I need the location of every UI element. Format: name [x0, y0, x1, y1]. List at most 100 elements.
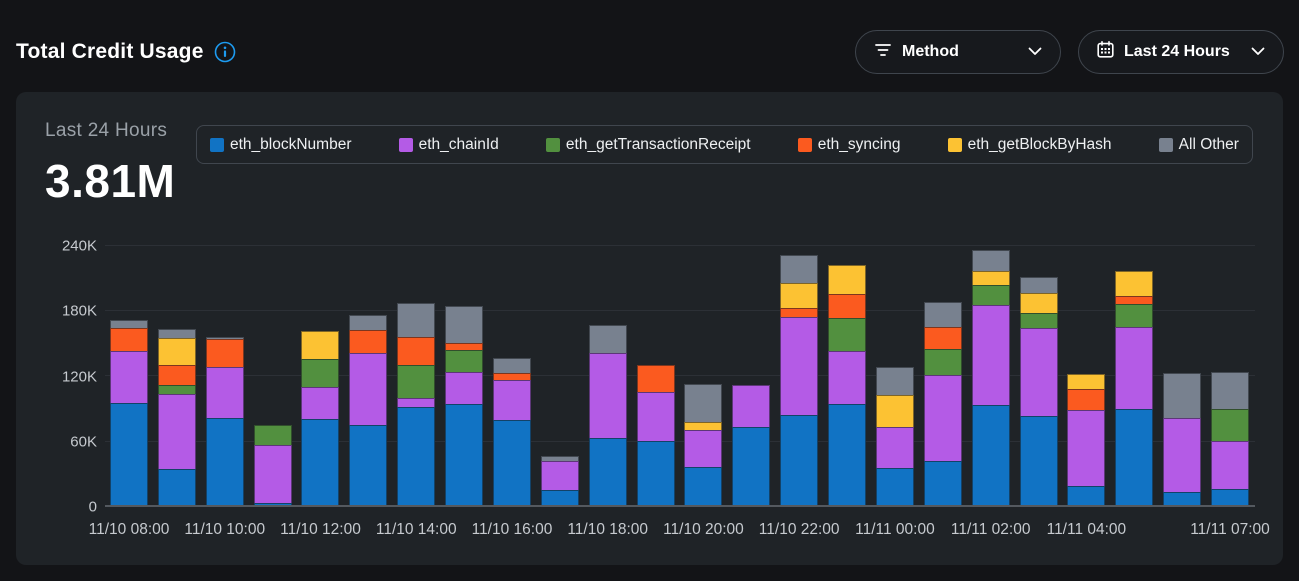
bar-segment-eth_blockNumber	[1115, 409, 1153, 507]
bar-11-10-20-00[interactable]	[684, 384, 722, 507]
bar-segment-eth_getTransactionReceipt	[1115, 304, 1153, 327]
bar-segment-eth_blockNumber	[876, 468, 914, 507]
bar-11-11-07-00[interactable]	[1211, 372, 1249, 507]
bar-segment-eth_chainId	[972, 305, 1010, 405]
bar-11-10-12-00[interactable]	[301, 331, 339, 507]
date-range-label: Last 24 Hours	[1124, 43, 1230, 60]
legend-item-eth_getTransactionReceipt[interactable]: eth_getTransactionReceipt	[545, 136, 751, 154]
gridline	[105, 441, 1255, 442]
legend-item-eth_syncing[interactable]: eth_syncing	[797, 135, 901, 154]
bar-segment-All Other	[493, 358, 531, 373]
bar-11-10-08-00[interactable]	[110, 320, 148, 507]
bar-segment-eth_getBlockByHash	[972, 271, 1010, 285]
gridline	[105, 375, 1255, 376]
method-filter-dropdown[interactable]: Method	[855, 30, 1061, 74]
bar-segment-eth_blockNumber	[541, 490, 579, 507]
bar-11-10-23-00[interactable]	[828, 265, 866, 507]
bar-11-10-22-00[interactable]	[780, 255, 818, 507]
bar-segment-eth_chainId	[254, 445, 292, 503]
y-tick-label: 0	[88, 498, 97, 516]
bar-segment-eth_blockNumber	[1163, 492, 1201, 507]
bar-segment-eth_blockNumber	[780, 415, 818, 507]
legend-item-eth_chainId[interactable]: eth_chainId	[398, 136, 499, 154]
bar-segment-eth_getBlockByHash	[1020, 293, 1058, 313]
bar-segment-All Other	[780, 255, 818, 283]
bar-11-10-11-00[interactable]	[254, 425, 292, 507]
x-tick-label: 11/10 16:00	[471, 521, 553, 538]
bar-segment-eth_blockNumber	[924, 461, 962, 507]
bar-11-10-09-00[interactable]	[158, 329, 196, 507]
date-range-dropdown[interactable]: Last 24 Hours	[1078, 30, 1284, 74]
bar-segment-eth_syncing	[924, 327, 962, 349]
bar-segment-eth_syncing	[349, 330, 387, 353]
bar-segment-eth_blockNumber	[1211, 489, 1249, 507]
bar-segment-eth_chainId	[110, 351, 148, 403]
bar-11-10-14-00[interactable]	[397, 303, 435, 507]
bar-segment-eth_syncing	[110, 328, 148, 351]
bar-segment-eth_chainId	[876, 427, 914, 468]
bar-segment-All Other	[445, 306, 483, 343]
legend-swatch	[398, 137, 413, 152]
bar-segment-eth_getTransactionReceipt	[301, 359, 339, 387]
x-tick-label: 11/10 18:00	[567, 521, 649, 538]
bar-segment-eth_chainId	[493, 380, 531, 420]
bar-segment-eth_syncing	[780, 308, 818, 317]
bar-11-10-17-00[interactable]	[541, 456, 579, 507]
legend-swatch	[797, 137, 812, 152]
info-icon[interactable]	[214, 41, 236, 63]
bar-11-11-02-00[interactable]	[972, 250, 1010, 507]
bar-segment-eth_blockNumber	[493, 420, 531, 507]
bar-segment-eth_getBlockByHash	[828, 265, 866, 294]
bar-11-10-15-00[interactable]	[445, 306, 483, 507]
bar-11-10-13-00[interactable]	[349, 315, 387, 507]
bar-segment-eth_syncing	[158, 365, 196, 385]
bar-segment-eth_getTransactionReceipt	[445, 350, 483, 372]
x-tick-label: 11/11 04:00	[1046, 521, 1127, 538]
bar-segment-All Other	[349, 315, 387, 330]
bar-segment-All Other	[541, 456, 579, 461]
bar-11-11-05-00[interactable]	[1115, 271, 1153, 507]
bar-segment-eth_chainId	[1163, 418, 1201, 492]
bar-11-10-21-00[interactable]	[732, 385, 770, 507]
bar-segment-eth_blockNumber	[732, 427, 770, 507]
legend-label: eth_syncing	[817, 135, 901, 153]
legend-item-eth_getBlockByHash[interactable]: eth_getBlockByHash	[947, 136, 1112, 154]
bar-segment-eth_chainId	[541, 461, 579, 490]
bar-segment-eth_chainId	[1115, 327, 1153, 409]
bar-11-10-10-00[interactable]	[206, 337, 244, 507]
bar-segment-eth_chainId	[1067, 410, 1105, 486]
bar-segment-eth_chainId	[589, 353, 627, 438]
x-tick-label: 11/10 22:00	[758, 521, 840, 538]
bar-segment-eth_getBlockByHash	[780, 283, 818, 308]
usage-summary: Last 24 Hours 3.81M	[45, 120, 175, 208]
legend-item-All Other[interactable]: All Other	[1158, 136, 1239, 154]
legend-item-eth_blockNumber[interactable]: eth_blockNumber	[210, 136, 351, 154]
x-tick-label: 11/10 10:00	[184, 521, 266, 538]
bar-segment-eth_getTransactionReceipt	[158, 385, 196, 394]
bar-segment-eth_syncing	[1115, 296, 1153, 304]
bar-segment-eth_chainId	[684, 430, 722, 467]
bar-segment-eth_blockNumber	[972, 405, 1010, 507]
x-axis-baseline	[105, 505, 1255, 507]
bar-segment-eth_blockNumber	[589, 438, 627, 507]
bar-11-11-06-00[interactable]	[1163, 373, 1201, 507]
bar-segment-eth_blockNumber	[637, 441, 675, 507]
bar-segment-All Other	[110, 320, 148, 328]
bar-11-10-19-00[interactable]	[637, 365, 675, 507]
bar-11-11-04-00[interactable]	[1067, 374, 1105, 507]
bar-11-11-03-00[interactable]	[1020, 277, 1058, 507]
bar-segment-All Other	[876, 367, 914, 395]
x-tick-label: 11/11 02:00	[950, 521, 1031, 538]
bar-segment-eth_chainId	[780, 317, 818, 415]
bar-segment-eth_getTransactionReceipt	[1020, 313, 1058, 328]
bar-segment-eth_chainId	[732, 385, 770, 427]
bar-segment-eth_blockNumber	[1020, 416, 1058, 507]
bar-11-10-18-00[interactable]	[589, 325, 627, 507]
bar-11-10-16-00[interactable]	[493, 358, 531, 507]
bar-11-11-00-00[interactable]	[876, 367, 914, 507]
bar-11-11-01-00[interactable]	[924, 302, 962, 507]
bar-segment-eth_getTransactionReceipt	[254, 425, 292, 445]
bar-segment-eth_getBlockByHash	[876, 395, 914, 427]
y-tick-label: 240K	[61, 237, 97, 255]
bar-segment-eth_chainId	[301, 387, 339, 419]
